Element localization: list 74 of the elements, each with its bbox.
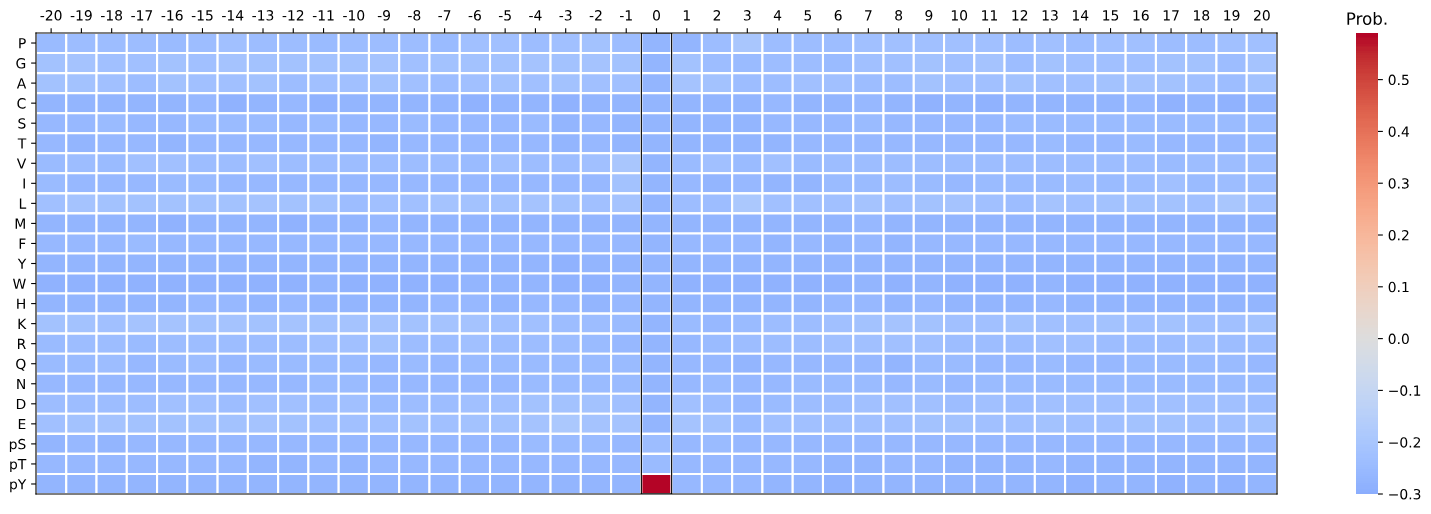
- y-tick-label: N: [17, 378, 25, 390]
- x-tick-label: -19: [70, 10, 92, 21]
- y-tick-label: pY: [10, 479, 27, 493]
- x-tick-label: 19: [1224, 10, 1240, 21]
- x-tick-label: 3: [743, 10, 751, 21]
- y-tick-label: R: [17, 338, 26, 349]
- color-bar-label: 0.1: [1388, 281, 1409, 293]
- color-bar-label: −0.3: [1389, 488, 1421, 500]
- y-tick-label: H: [17, 298, 25, 309]
- x-tick-label: -17: [131, 10, 153, 21]
- x-tick-label: 20: [1254, 10, 1270, 21]
- color-bar-label: −0.1: [1389, 385, 1421, 396]
- color-bar-label: −0.2: [1389, 437, 1421, 448]
- y-tick-label: E: [18, 419, 26, 430]
- y-tick-label: Y: [17, 258, 27, 269]
- x-tick-label: -10: [343, 10, 365, 21]
- x-tick-label: -13: [252, 10, 274, 21]
- y-tick-label: V: [16, 158, 27, 169]
- x-tick-label: -16: [161, 10, 183, 21]
- y-tick-label: P: [19, 38, 26, 49]
- y-tick-label: W: [13, 278, 26, 289]
- x-tick-label: 5: [804, 10, 812, 21]
- x-tick-label: 0: [653, 10, 660, 21]
- x-tick-label: -1: [619, 10, 632, 21]
- x-tick-label: -2: [589, 10, 602, 21]
- x-tick-label: -12: [282, 10, 304, 21]
- x-tick-label: 18: [1194, 10, 1210, 21]
- x-tick-label: -7: [438, 10, 451, 21]
- x-tick-label: 11: [982, 10, 998, 21]
- x-tick-label: 2: [713, 10, 721, 21]
- x-tick-label: 15: [1103, 10, 1119, 21]
- x-tick-label: 16: [1133, 10, 1149, 21]
- y-tick-label: C: [17, 98, 26, 109]
- color-bar-label: 0.0: [1388, 333, 1409, 345]
- color-bar-title: Prob.: [1347, 12, 1387, 25]
- x-tick-label: 7: [865, 10, 872, 21]
- x-tick-label: -11: [312, 10, 334, 21]
- y-tick-label: pS: [9, 438, 26, 453]
- x-tick-label: -9: [377, 10, 391, 21]
- x-tick-label: -6: [468, 10, 481, 21]
- y-tick-label: T: [17, 138, 27, 149]
- x-tick-label: 1: [683, 10, 690, 21]
- x-tick-label: 6: [834, 10, 842, 21]
- y-tick-label: L: [19, 198, 27, 209]
- color-bar-label: 0.5: [1388, 74, 1409, 86]
- y-tick-label: G: [16, 58, 26, 69]
- y-tick-label: M: [15, 218, 25, 229]
- x-tick-label: 17: [1163, 10, 1179, 21]
- x-tick-label: -18: [101, 10, 123, 21]
- x-tick-label: 12: [1012, 10, 1028, 21]
- color-bar-label: 0.4: [1388, 126, 1410, 137]
- x-tick-label: -15: [191, 10, 213, 21]
- x-tick-label: -3: [559, 10, 572, 21]
- y-tick-label: I: [23, 178, 25, 189]
- color-bar-label: 0.2: [1388, 229, 1409, 241]
- x-tick-label: -8: [408, 10, 421, 21]
- x-tick-label: -4: [529, 10, 542, 21]
- x-tick-label: 13: [1042, 10, 1058, 21]
- y-tick-label: A: [16, 78, 27, 89]
- y-tick-label: D: [16, 398, 26, 410]
- color-bar-label: 0.3: [1388, 178, 1409, 189]
- y-tick-label: K: [18, 318, 27, 329]
- x-tick-label: 9: [925, 10, 933, 21]
- y-tick-label: pT: [10, 459, 27, 473]
- x-tick-label: -14: [222, 10, 244, 21]
- x-tick-label: 8: [895, 10, 903, 21]
- x-tick-label: 10: [951, 10, 968, 21]
- y-tick-label: F: [19, 238, 26, 249]
- x-tick-label: -5: [498, 10, 511, 21]
- x-tick-label: 4: [773, 10, 782, 21]
- x-tick-label: 14: [1072, 10, 1089, 21]
- x-tick-label: -20: [40, 10, 62, 21]
- y-tick-label: Q: [16, 358, 26, 371]
- y-tick-label: S: [18, 118, 26, 129]
